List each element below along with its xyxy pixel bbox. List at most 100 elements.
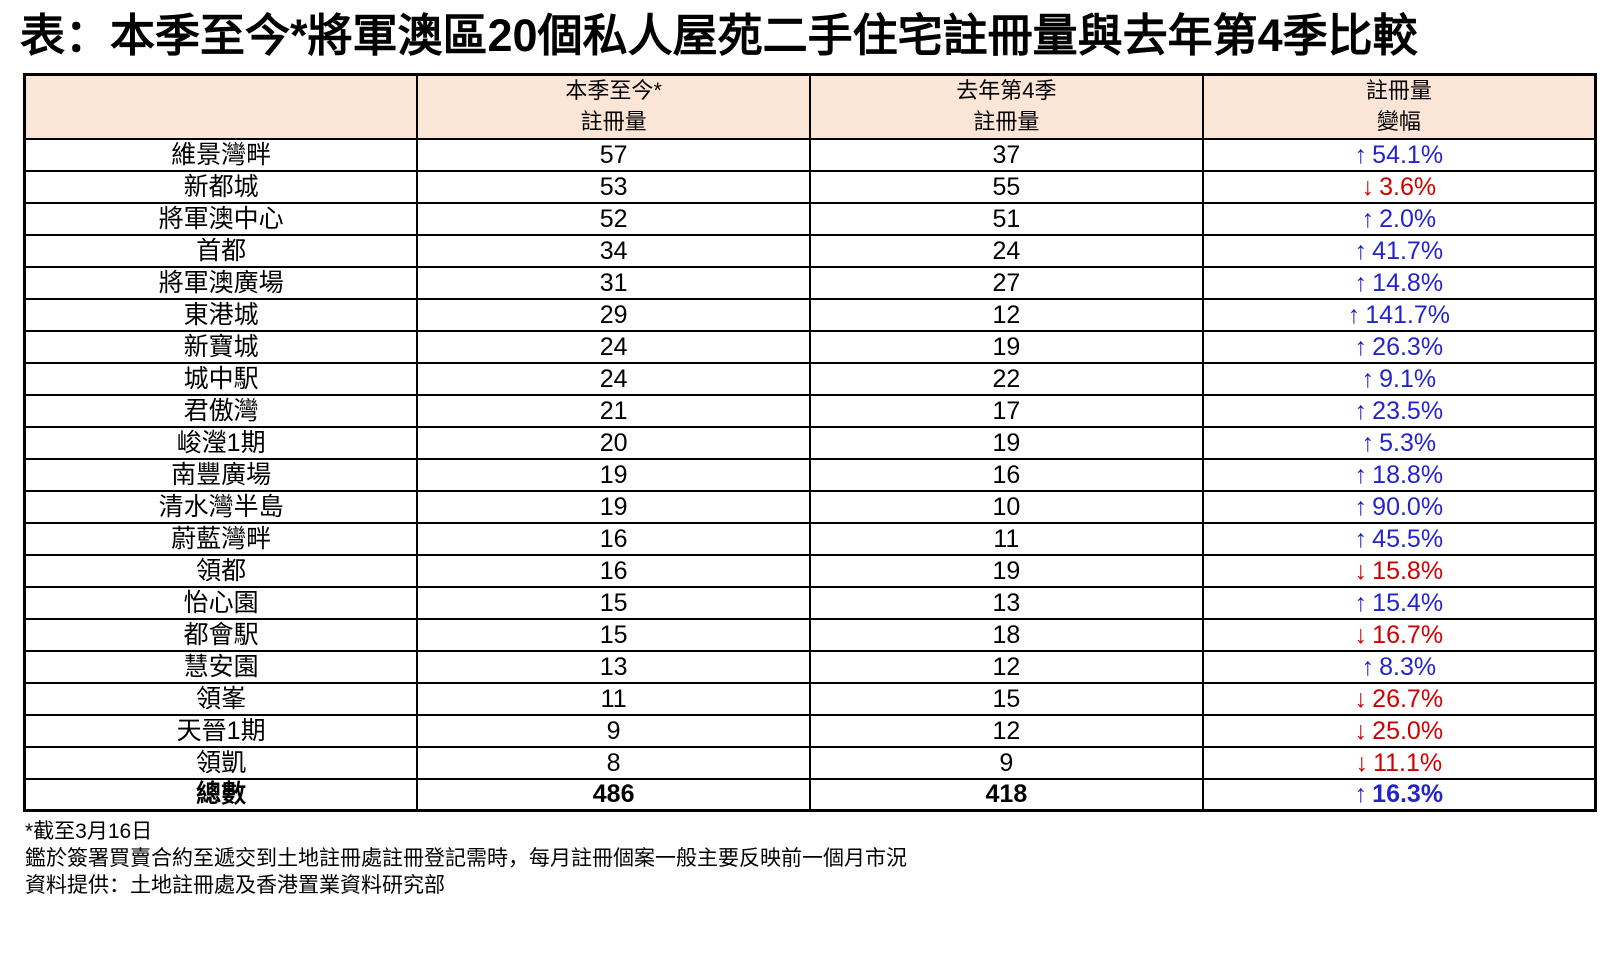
- down-arrow-icon: ↓: [1354, 684, 1368, 713]
- estate-row: 君傲灣 21 17 ↑ 23.5%: [23, 393, 1597, 428]
- up-arrow-icon: ↑: [1354, 492, 1368, 521]
- previous-quarter-value-cell: 12: [809, 713, 1204, 748]
- current-quarter-value-cell: 16: [416, 553, 811, 588]
- up-arrow-icon: ↑: [1354, 396, 1368, 425]
- footnotes: *截至3月16日 鑑於簽署買賣合約至遞交到土地註冊處註冊登記需時，每月註冊個案一…: [25, 819, 1620, 900]
- up-arrow-icon: ↑: [1354, 268, 1368, 297]
- table-header: 本季至今* 註冊量 去年第4季 註冊量 註冊量 變幅: [23, 73, 1597, 140]
- change-value: 54.1%: [1372, 140, 1444, 169]
- previous-quarter-value-cell: 24: [809, 233, 1204, 268]
- estate-row: 南豐廣場 19 16 ↑ 18.8%: [23, 457, 1597, 492]
- change-value: 2.0%: [1379, 204, 1437, 233]
- change-value: 141.7%: [1365, 300, 1451, 329]
- down-arrow-icon: ↓: [1361, 172, 1375, 201]
- up-arrow-icon: ↑: [1354, 236, 1368, 265]
- estate-row: 將軍澳中心 52 51 ↑ 2.0%: [23, 201, 1597, 236]
- estate-row: 新都城 53 55 ↓ 3.6%: [23, 169, 1597, 204]
- previous-quarter-value-cell: 19: [809, 553, 1204, 588]
- change-value: 25.0%: [1372, 716, 1444, 745]
- previous-quarter-value-cell: 51: [809, 201, 1204, 236]
- estate-name-cell: 城中駅: [23, 361, 419, 396]
- previous-quarter-value-cell: 22: [809, 361, 1204, 396]
- previous-quarter-value-cell: 9: [809, 745, 1204, 780]
- current-quarter-value-cell: 16: [416, 521, 811, 556]
- current-quarter-value-cell: 8: [416, 745, 811, 780]
- estate-row: 新寶城 24 19 ↑ 26.3%: [23, 329, 1597, 364]
- change-value: 11.1%: [1373, 748, 1443, 777]
- down-arrow-icon: ↓: [1354, 716, 1368, 745]
- previous-quarter-value-cell: 13: [809, 585, 1204, 620]
- estate-name-cell: 君傲灣: [23, 393, 419, 428]
- estate-row: 都會駅 15 18 ↓ 16.7%: [23, 617, 1597, 652]
- up-arrow-icon: ↑: [1361, 652, 1375, 681]
- change-value: 8.3%: [1379, 652, 1437, 681]
- estate-name-cell: 慧安園: [23, 649, 419, 684]
- change-value: 14.8%: [1372, 268, 1444, 297]
- estate-name-cell: 領凱: [23, 745, 419, 780]
- current-quarter-value-cell: 11: [416, 681, 811, 716]
- estate-name-cell: 怡心園: [23, 585, 419, 620]
- change-cell: ↑ 5.3%: [1201, 425, 1597, 460]
- estate-row: 慧安園 13 12 ↑ 8.3%: [23, 649, 1597, 684]
- change-cell: ↓ 11.1%: [1201, 745, 1597, 780]
- up-arrow-icon: ↑: [1361, 428, 1375, 457]
- header-estate-cell: [23, 73, 419, 140]
- previous-quarter-value-cell: 55: [809, 169, 1204, 204]
- change-value: 3.6%: [1379, 172, 1437, 201]
- estate-row: 怡心園 15 13 ↑ 15.4%: [23, 585, 1597, 620]
- change-cell: ↓ 16.7%: [1201, 617, 1597, 652]
- change-cell: ↑ 54.1%: [1201, 137, 1597, 172]
- up-arrow-icon: ↑: [1354, 332, 1368, 361]
- previous-quarter-value-cell: 37: [809, 137, 1204, 172]
- current-quarter-value-cell: 31: [416, 265, 811, 300]
- change-cell: ↑ 15.4%: [1201, 585, 1597, 620]
- current-quarter-value-cell: 486: [416, 777, 811, 812]
- header-current-quarter-line1: 本季至今*: [565, 78, 662, 104]
- previous-quarter-value-cell: 19: [809, 425, 1204, 460]
- change-cell: ↑ 90.0%: [1201, 489, 1597, 524]
- change-cell: ↑ 23.5%: [1201, 393, 1597, 428]
- change-cell: ↑ 14.8%: [1201, 265, 1597, 300]
- previous-quarter-value-cell: 11: [809, 521, 1204, 556]
- current-quarter-value-cell: 21: [416, 393, 811, 428]
- header-change-cell: 註冊量 變幅: [1201, 73, 1597, 140]
- header-previous-quarter-cell: 去年第4季 註冊量: [809, 73, 1204, 140]
- estate-row: 城中駅 24 22 ↑ 9.1%: [23, 361, 1597, 396]
- up-arrow-icon: ↑: [1347, 300, 1361, 329]
- change-value: 26.7%: [1372, 684, 1444, 713]
- header-change-line1: 註冊量: [1365, 78, 1432, 104]
- estate-name-cell: 將軍澳廣場: [23, 265, 419, 300]
- change-cell: ↓ 26.7%: [1201, 681, 1597, 716]
- change-cell: ↑ 41.7%: [1201, 233, 1597, 268]
- estate-name-cell: 峻瀅1期: [23, 425, 419, 460]
- registrations-table: 本季至今* 註冊量 去年第4季 註冊量 註冊量 變幅 維景灣畔 57 37 ↑ 54.1…: [23, 73, 1597, 813]
- header-current-quarter-cell: 本季至今* 註冊量: [416, 73, 811, 140]
- current-quarter-value-cell: 13: [416, 649, 811, 684]
- change-value: 9.1%: [1379, 364, 1437, 393]
- estate-row: 蔚藍灣畔 16 11 ↑ 45.5%: [23, 521, 1597, 556]
- change-value: 16.7%: [1372, 620, 1444, 649]
- previous-quarter-value-cell: 418: [809, 777, 1204, 812]
- previous-quarter-value-cell: 12: [809, 297, 1204, 332]
- header-row: 本季至今* 註冊量 去年第4季 註冊量 註冊量 變幅: [23, 73, 1597, 140]
- footnote-registration-lag-note: 鑑於簽署買賣合約至遞交到土地註冊處註冊登記需時，每月註冊個案一般主要反映前一個月…: [25, 847, 907, 871]
- estate-name-cell: 新寶城: [23, 329, 419, 364]
- total-row: 總數 486 418 ↑ 16.3%: [23, 777, 1597, 812]
- estate-row: 首都 34 24 ↑ 41.7%: [23, 233, 1597, 268]
- change-value: 18.8%: [1372, 460, 1444, 489]
- previous-quarter-value-cell: 15: [809, 681, 1204, 716]
- change-cell: ↑ 141.7%: [1201, 297, 1597, 332]
- estate-row: 領都 16 19 ↓ 15.8%: [23, 553, 1597, 588]
- previous-quarter-value-cell: 17: [809, 393, 1204, 428]
- estate-row: 領峯 11 15 ↓ 26.7%: [23, 681, 1597, 716]
- estate-row: 峻瀅1期 20 19 ↑ 5.3%: [23, 425, 1597, 460]
- estate-name-cell: 領峯: [23, 681, 419, 716]
- up-arrow-icon: ↑: [1354, 780, 1368, 809]
- current-quarter-value-cell: 19: [416, 457, 811, 492]
- down-arrow-icon: ↓: [1354, 556, 1368, 585]
- up-arrow-icon: ↑: [1354, 140, 1368, 169]
- header-previous-quarter-line1: 去年第4季: [956, 78, 1057, 104]
- estate-row: 維景灣畔 57 37 ↑ 54.1%: [23, 137, 1597, 172]
- down-arrow-icon: ↓: [1355, 748, 1369, 777]
- header-current-quarter-line2: 註冊量: [580, 109, 647, 135]
